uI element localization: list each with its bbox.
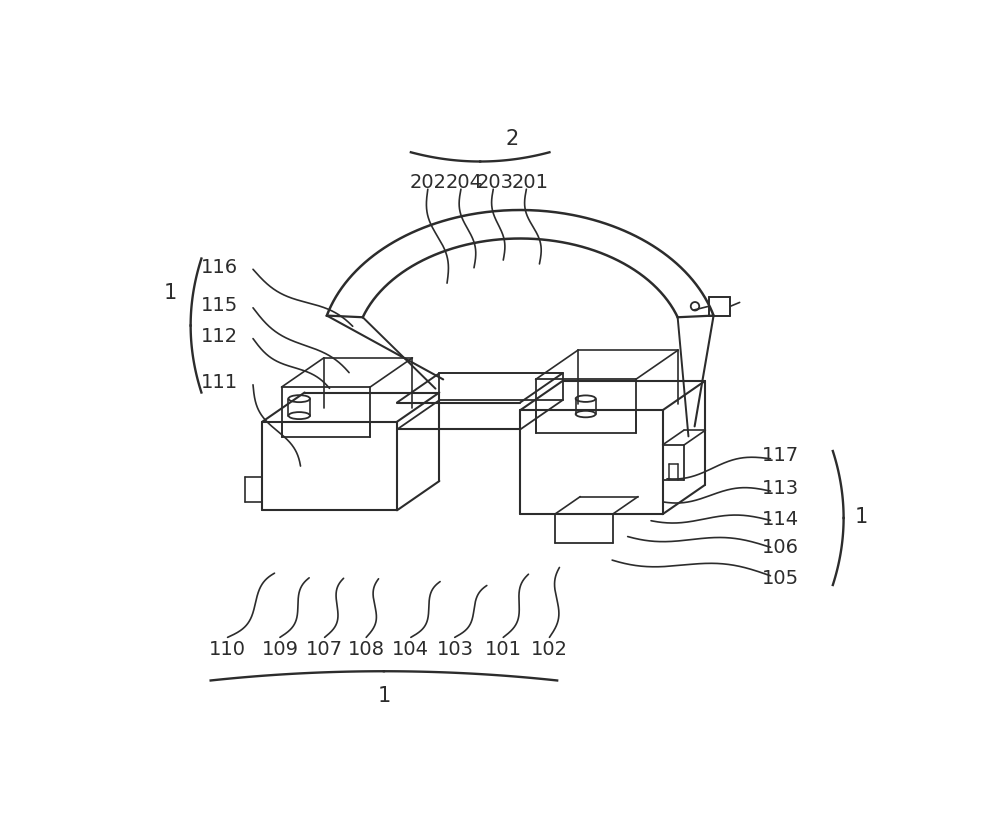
Text: 1: 1 [377, 686, 391, 705]
Text: 114: 114 [762, 509, 799, 528]
Text: 116: 116 [201, 257, 238, 276]
Text: 105: 105 [762, 568, 799, 587]
Text: 201: 201 [512, 173, 549, 192]
Text: 111: 111 [201, 373, 238, 392]
Text: 202: 202 [409, 173, 446, 192]
Text: 110: 110 [209, 639, 246, 658]
Text: 113: 113 [762, 478, 799, 497]
Text: 103: 103 [437, 639, 474, 658]
Text: 109: 109 [261, 639, 298, 658]
Text: 117: 117 [762, 445, 799, 464]
Text: 204: 204 [445, 173, 482, 192]
Text: 106: 106 [762, 538, 799, 557]
Text: 104: 104 [392, 639, 429, 658]
Text: 203: 203 [477, 173, 514, 192]
Text: 107: 107 [306, 639, 343, 658]
Text: 112: 112 [201, 327, 238, 346]
Text: 102: 102 [531, 639, 568, 658]
Text: 1: 1 [163, 283, 176, 303]
Text: 101: 101 [485, 639, 522, 658]
Text: 115: 115 [201, 296, 239, 315]
Text: 2: 2 [506, 129, 519, 149]
Text: 108: 108 [348, 639, 385, 658]
Text: 1: 1 [855, 507, 868, 527]
